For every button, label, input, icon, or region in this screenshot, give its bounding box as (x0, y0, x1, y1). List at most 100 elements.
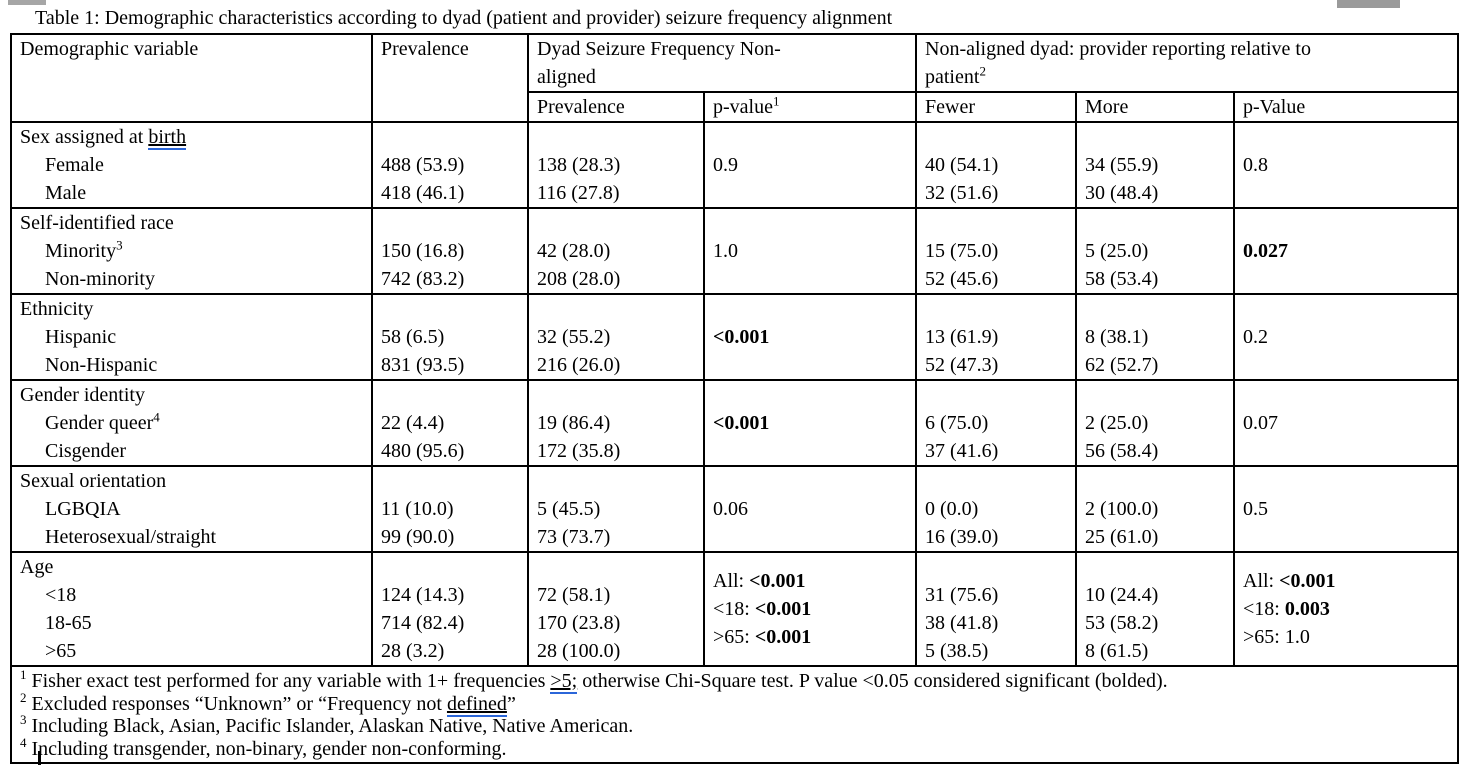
footnote-1: 1 Fisher exact test performed for any var… (20, 667, 1168, 694)
demographics-table: Demographic variable Prevalence Dyad Sei… (9, 33, 1460, 764)
cell-variable: Gender identity Gender queer4 Cisgender (10, 379, 373, 467)
section-label: Self-identified race (20, 212, 174, 234)
section-label: Sex assigned at (20, 126, 149, 148)
cell-dyad-pvalue: 0.9 (703, 121, 917, 209)
section-label: Sexual orientation (20, 470, 167, 492)
header-more: More (1075, 91, 1235, 123)
cell-pvalue: 0.2 (1232, 293, 1460, 381)
cell-pvalue: 0.027 (1232, 207, 1460, 295)
header-row-groups: Demographic variable Prevalence Dyad Sei… (10, 33, 1460, 123)
cell-dyad-prevalence: 32 (55.2) 216 (26.0) (527, 293, 705, 381)
header-label: Demographic variable (20, 38, 199, 60)
header-label: Dyad Seizure Frequency Non-aligned (537, 38, 781, 88)
cell-prevalence: 58 (6.5) 831 (93.5) (371, 293, 529, 381)
cell-fewer: 0 (0.0) 16 (39.0) (915, 465, 1077, 553)
cell-variable: Age <18 18-65 >65 (10, 551, 373, 667)
cell-dyad-prevalence: 138 (28.3) 116 (27.8) (527, 121, 705, 209)
cell-variable: Self-identified race Minority3 Non-minor… (10, 207, 373, 295)
header-fewer: Fewer (915, 91, 1077, 123)
header-demographic-variable: Demographic variable (10, 33, 373, 123)
header-label: Prevalence (381, 38, 469, 60)
footnote-4: 4 Including transgender, non-binary, gend… (20, 734, 507, 760)
row-label: Minority3 (45, 237, 123, 262)
cell-prevalence: 124 (14.3) 714 (82.4) 28 (3.2) (371, 551, 529, 667)
header-pvalue: p-Value (1232, 91, 1460, 123)
cell-dyad-pvalue: <0.001 (703, 293, 917, 381)
grammar-marked-text: defined (446, 692, 507, 717)
cell-fewer: 31 (75.6) 38 (41.8) 5 (38.5) (915, 551, 1077, 667)
cell-prevalence: 22 (4.4) 480 (95.6) (371, 379, 529, 467)
cell-dyad-prevalence: 5 (45.5) 73 (73.7) (527, 465, 705, 553)
cell-fewer: 15 (75.0) 52 (45.6) (915, 207, 1077, 295)
cell-pvalue: 0.5 (1232, 465, 1460, 553)
cell-dyad-prevalence: 72 (58.1) 170 (23.8) 28 (100.0) (527, 551, 705, 667)
table-row-sexual-orientation: Sexual orientation LGBQIA Heterosexual/s… (10, 465, 1460, 553)
cell-variable: Sexual orientation LGBQIA Heterosexual/s… (10, 465, 373, 553)
table-row-sex: Sex assigned at birth Female Male 488 (5… (10, 121, 1460, 209)
cell-pvalue: 0.8 (1232, 121, 1460, 209)
cell-fewer: 40 (54.1) 32 (51.6) (915, 121, 1077, 209)
table-row-age: Age <18 18-65 >65 124 (14.3) 714 (82.4) 28… (10, 551, 1460, 667)
header-dyad-prevalence: Prevalence (527, 91, 705, 123)
footnote-2: 2 Excluded responses “Unknown” or “Freque… (20, 689, 516, 717)
cell-variable: Ethnicity Hispanic Non-Hispanic (10, 293, 373, 381)
cell-dyad-pvalue: <0.001 (703, 379, 917, 467)
footnote-3: 3 Including Black, Asian, Pacific Islande… (20, 712, 634, 737)
cell-pvalue: 0.07 (1232, 379, 1460, 467)
row-label: Cisgender (45, 440, 127, 462)
section-label: Ethnicity (20, 298, 94, 320)
table-title: Table 1: Demographic characteristics acc… (35, 7, 893, 29)
row-label: Hispanic (45, 326, 117, 348)
header-prevalence: Prevalence (371, 33, 529, 123)
cell-dyad-pvalue: 0.06 (703, 465, 917, 553)
cell-dyad-pvalue: All: <0.001 <18: <0.001 >65: <0.001 (703, 551, 917, 667)
cell-more: 34 (55.9) 30 (48.4) (1075, 121, 1235, 209)
ui-artifact-bar (8, 0, 46, 5)
cell-prevalence: 11 (10.0) 99 (90.0) (371, 465, 529, 553)
section-label: Gender identity (20, 384, 145, 406)
cell-prevalence: 150 (16.8) 742 (83.2) (371, 207, 529, 295)
footnotes-cell: 1 Fisher exact test performed for any var… (9, 665, 1460, 764)
row-label: Non-minority (45, 268, 155, 290)
cell-more: 8 (38.1) 62 (52.7) (1075, 293, 1235, 381)
row-label: >65 (45, 640, 77, 662)
row-label: Heterosexual/straight (45, 526, 217, 548)
header-group-nonaligned-dyad: Non-aligned dyad: provider reporting rel… (914, 33, 1460, 93)
row-label: LGBQIA (45, 498, 121, 520)
cell-pvalue: All: <0.001 <18: 0.003 >65: 1.0 (1232, 551, 1460, 667)
cutoff-footnote-mark (38, 751, 41, 765)
cell-dyad-prevalence: 19 (86.4) 172 (35.8) (527, 379, 705, 467)
grammar-marked-text: >5; (550, 670, 578, 694)
cell-dyad-pvalue: 1.0 (703, 207, 917, 295)
cell-more: 2 (25.0) 56 (58.4) (1075, 379, 1235, 467)
row-label: <18 (45, 584, 77, 606)
row-label: Gender queer4 (45, 409, 160, 434)
row-label: Non-Hispanic (45, 354, 158, 376)
row-label: Female (45, 154, 104, 176)
header-label: Non-aligned dyad: provider reporting rel… (925, 38, 1311, 88)
cell-dyad-prevalence: 42 (28.0) 208 (28.0) (527, 207, 705, 295)
cell-fewer: 6 (75.0) 37 (41.6) (915, 379, 1077, 467)
section-label: Age (20, 556, 54, 578)
cell-more: 10 (24.4) 53 (58.2) 8 (61.5) (1075, 551, 1235, 667)
cell-prevalence: 488 (53.9) 418 (46.1) (371, 121, 529, 209)
header-group-dyad-nonaligned: Dyad Seizure Frequency Non-aligned (527, 33, 917, 93)
footnote-ref-3: 3 (116, 237, 123, 253)
footnote-ref-4: 4 (153, 409, 160, 425)
header-dyad-pvalue: p-value1 (703, 91, 917, 123)
row-label: 18-65 (45, 612, 92, 634)
table-row-race: Self-identified race Minority3 Non-minor… (10, 207, 1460, 295)
table-row-gender-identity: Gender identity Gender queer4 Cisgender … (10, 379, 1460, 467)
header-row-sub: Prevalence p-value1 Fewer More p-Value (11, 91, 1460, 123)
ui-artifact-bar (1337, 0, 1400, 8)
footnote-ref-2: 2 (979, 63, 986, 79)
footnote-ref-1: 1 (772, 93, 780, 109)
cell-more: 2 (100.0) 25 (61.0) (1075, 465, 1235, 553)
cell-more: 5 (25.0) 58 (53.4) (1075, 207, 1235, 295)
cell-fewer: 13 (61.9) 52 (47.3) (915, 293, 1077, 381)
row-label: Male (45, 182, 87, 204)
grammar-marked-word: birth (148, 126, 187, 150)
table-row-ethnicity: Ethnicity Hispanic Non-Hispanic 58 (6.5)… (10, 293, 1460, 381)
cell-variable: Sex assigned at birth Female Male (10, 121, 373, 209)
